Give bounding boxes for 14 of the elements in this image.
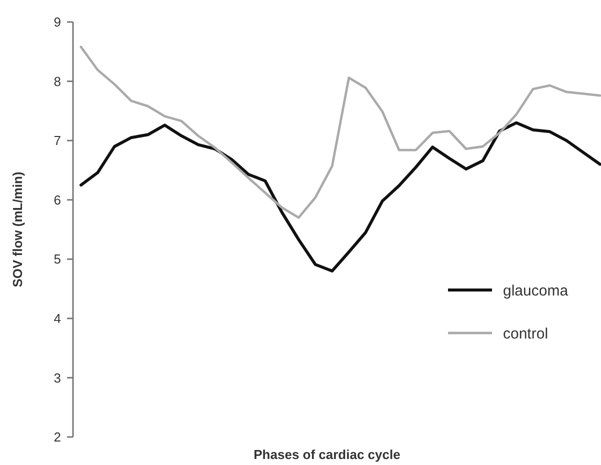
y-tick-label: 7 [54,133,61,148]
x-axis-title: Phases of cardiac cycle [254,447,400,462]
y-tick-label: 5 [54,252,61,267]
line-series [80,46,601,219]
line-series [80,121,601,272]
y-tick-label: 8 [54,74,61,89]
legend-label: glaucoma [503,282,569,300]
y-tick-label: 4 [54,310,61,326]
y-tick-label: 3 [54,370,61,386]
legend-label: control [503,325,548,342]
y-tick-label: 6 [54,192,61,208]
y-tick-label: 9 [54,14,61,30]
y-axis-title: SOV flow (mL/min) [10,172,25,288]
y-tick-label: 2 [54,430,61,445]
